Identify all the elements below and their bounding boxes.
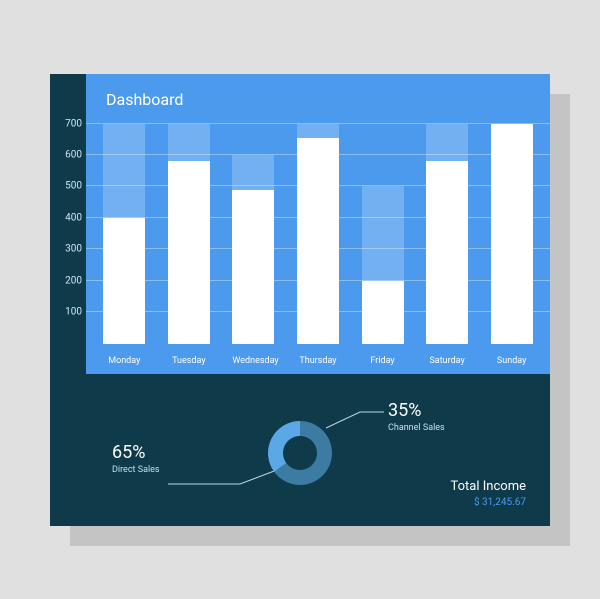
direct-sales-label: Direct Sales bbox=[112, 465, 160, 475]
gridline bbox=[86, 185, 550, 186]
bar bbox=[297, 138, 339, 344]
x-label: Tuesday bbox=[168, 356, 210, 366]
dashboard-title: Dashboard bbox=[106, 90, 183, 109]
donut-slice bbox=[268, 421, 300, 472]
y-tick: 300 bbox=[65, 244, 82, 255]
gridline bbox=[86, 280, 550, 281]
x-label: Sunday bbox=[491, 356, 533, 366]
donut-chart bbox=[265, 418, 335, 492]
total-income-label: Total Income bbox=[451, 479, 526, 494]
y-tick: 700 bbox=[65, 118, 82, 129]
y-axis: 100 200 300 400 500 600 700 bbox=[50, 74, 86, 374]
y-tick: 500 bbox=[65, 181, 82, 192]
bar bbox=[232, 190, 274, 344]
bar bbox=[426, 161, 468, 343]
x-label: Thursday bbox=[297, 356, 339, 366]
y-tick: 200 bbox=[65, 275, 82, 286]
direct-sales-percent: 65% bbox=[112, 442, 160, 463]
summary-panel: 65% Direct Sales 35% Channel Sales Total… bbox=[50, 374, 550, 526]
bar bbox=[168, 161, 210, 343]
gridline bbox=[86, 217, 550, 218]
x-labels: Monday Tuesday Wednesday Thursday Friday Satu… bbox=[86, 356, 550, 366]
direct-sales-callout: 65% Direct Sales bbox=[112, 442, 160, 475]
channel-sales-percent: 35% bbox=[388, 400, 445, 421]
bar-chart: Dashboard Monday Tuesday Wednesday Thursday… bbox=[86, 74, 550, 374]
y-tick: 600 bbox=[65, 149, 82, 160]
gridline bbox=[86, 154, 550, 155]
y-tick: 400 bbox=[65, 212, 82, 223]
x-label: Monday bbox=[103, 356, 145, 366]
total-income-value: $ 31,245.67 bbox=[451, 497, 526, 508]
dashboard-card: 100 200 300 400 500 600 700 Dashboard Monday Tu… bbox=[50, 74, 550, 526]
donut-svg bbox=[265, 418, 335, 488]
bar-chart-panel: 100 200 300 400 500 600 700 Dashboard Monday Tu… bbox=[50, 74, 550, 374]
channel-sales-callout: 35% Channel Sales bbox=[388, 400, 445, 433]
total-income: Total Income $ 31,245.67 bbox=[451, 479, 526, 508]
x-label: Friday bbox=[362, 356, 404, 366]
channel-sales-label: Channel Sales bbox=[388, 423, 445, 433]
x-label: Saturday bbox=[426, 356, 468, 366]
gridline bbox=[86, 248, 550, 249]
bar bbox=[362, 281, 404, 344]
gridline bbox=[86, 123, 550, 124]
plot-area bbox=[86, 124, 550, 344]
gridline bbox=[86, 311, 550, 312]
x-label: Wednesday bbox=[232, 356, 274, 366]
y-tick: 100 bbox=[65, 307, 82, 318]
